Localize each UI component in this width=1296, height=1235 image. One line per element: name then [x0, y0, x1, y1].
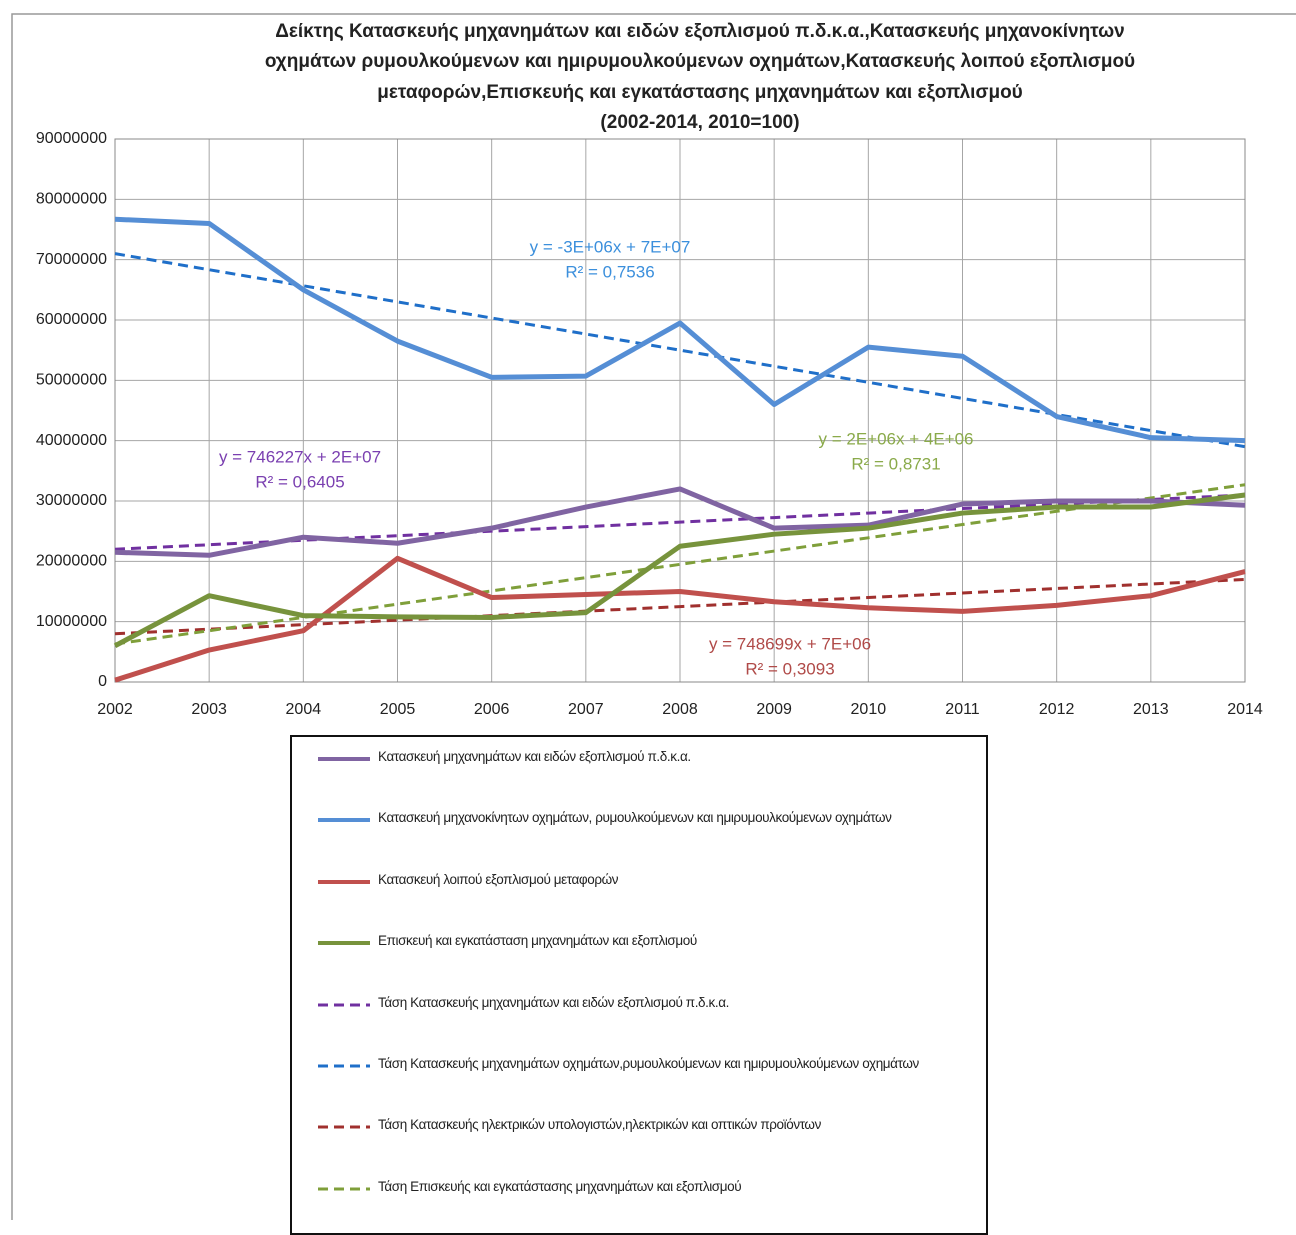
legend-label: Τάση Κατασκευής μηχανημάτων οχημάτων,ρυμ…	[378, 1056, 919, 1071]
trend-line	[114, 493, 1246, 551]
y-tick-label: 30000000	[36, 492, 107, 509]
x-tick-label: 2014	[1227, 701, 1263, 718]
trend-line	[114, 577, 1246, 636]
legend-swatch	[318, 818, 370, 823]
x-tick-label: 2004	[286, 701, 322, 718]
y-tick-label: 40000000	[36, 432, 107, 449]
trend-equation: y = -3E+06x + 7E+07	[530, 237, 691, 256]
y-tick-label: 0	[98, 673, 107, 690]
legend-swatch	[318, 879, 370, 884]
y-tick-label: 50000000	[36, 372, 107, 389]
trend-equation: y = 746227x + 2E+07	[219, 447, 381, 466]
y-tick-label: 10000000	[36, 613, 107, 630]
legend-label: Τάση Επισκευής και εγκατάστασης μηχανημά…	[378, 1178, 742, 1194]
y-tick-label: 80000000	[36, 191, 107, 208]
legend-swatch	[318, 1064, 370, 1068]
x-tick-label: 2003	[191, 701, 227, 718]
legend-label: Κατασκευή λοιπού εξοπλισμού μεταφορών	[378, 871, 619, 887]
trend-equation: y = 748699x + 7E+06	[709, 634, 871, 653]
trend-r2: R² = 0,3093	[745, 659, 834, 678]
x-tick-label: 2011	[945, 701, 980, 718]
legend: Κατασκευή μηχανημάτων και ειδών εξοπλισμ…	[290, 735, 988, 1235]
y-tick-label: 60000000	[36, 311, 107, 328]
trend-r2: R² = 0,8731	[851, 454, 940, 473]
x-tick-label: 2012	[1039, 701, 1075, 718]
y-tick-label: 70000000	[36, 251, 107, 268]
series-line	[114, 486, 1246, 558]
legend-swatch	[318, 941, 370, 946]
y-tick-label: 90000000	[36, 130, 107, 147]
title-line: οχημάτων ρυμουλκούμενων και ημιρυμουλκού…	[265, 51, 1135, 72]
x-tick-label: 2007	[568, 701, 604, 718]
legend-swatch	[318, 1187, 370, 1191]
title-line: Δείκτης Κατασκευής μηχανημάτων και ειδών…	[275, 21, 1125, 42]
trend-line	[114, 483, 1246, 646]
legend-label: Τάση Κατασκευής ηλεκτρικών υπολογιστών,η…	[378, 1117, 821, 1133]
legend-swatch	[318, 757, 370, 761]
x-tick-label: 2009	[756, 701, 792, 718]
x-tick-label: 2008	[662, 701, 698, 718]
x-tick-label: 2010	[851, 701, 887, 718]
legend-label: Τάση Κατασκευής μηχανημάτων και ειδών εξ…	[378, 994, 729, 1010]
legend-label: Κατασκευή μηχανοκίνητων οχημάτων, ρυμουλ…	[378, 810, 892, 826]
legend-swatch	[318, 1125, 370, 1129]
y-tick-label: 20000000	[36, 553, 107, 570]
legend-swatch	[318, 1003, 370, 1007]
x-tick-label: 2005	[380, 701, 416, 718]
trend-r2: R² = 0,7536	[565, 262, 654, 281]
x-tick-label: 2006	[474, 701, 510, 718]
title-line: μεταφορών,Επισκευής και εγκατάστασης μηχ…	[377, 82, 1023, 103]
chart-frame	[11, 13, 1296, 1220]
x-tick-label: 2013	[1133, 701, 1169, 718]
series-line	[113, 492, 1246, 649]
legend-label: Επισκευή και εγκατάσταση μηχανημάτων και…	[378, 933, 697, 949]
series-line	[114, 216, 1246, 444]
plot-border	[114, 138, 1246, 683]
chart-title: Δείκτης Κατασκευής μηχανημάτων και ειδών…	[265, 21, 1135, 133]
title-line: (2002-2014, 2010=100)	[600, 112, 799, 133]
series-line	[114, 555, 1246, 683]
trend-equation: y = 2E+06x + 4E+06	[818, 429, 973, 448]
trend-r2: R² = 0,6405	[255, 472, 344, 491]
x-tick-label: 2002	[97, 701, 133, 718]
legend-label: Κατασκευή μηχανημάτων και ειδών εξοπλισμ…	[378, 749, 691, 764]
